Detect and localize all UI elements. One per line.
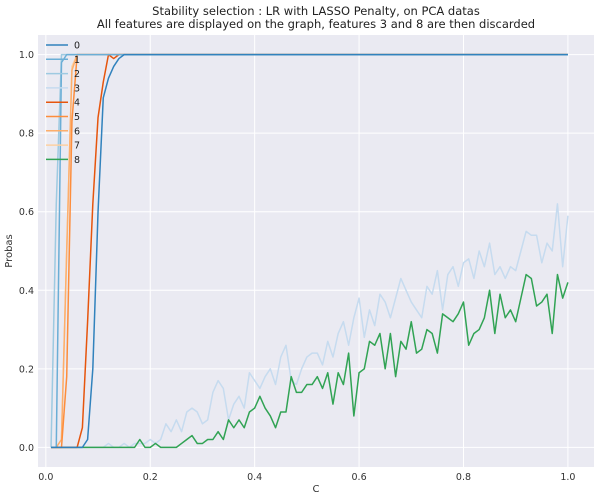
plot-area <box>38 35 594 467</box>
legend-label-4: 4 <box>74 98 80 109</box>
legend-label-7: 7 <box>74 141 80 152</box>
x-axis-ticks: 0.0 0.2 0.4 0.6 0.8 1.0 <box>38 472 575 483</box>
chart-subtitle: All features are displayed on the graph,… <box>97 17 535 31</box>
x-tick-label: 0.2 <box>143 472 158 483</box>
y-tick-label: 0.4 <box>19 286 34 297</box>
x-tick-label: 0.6 <box>352 472 367 483</box>
series-line-0 <box>51 53 568 449</box>
x-tick-label: 0.0 <box>38 472 53 483</box>
legend-label-0: 0 <box>74 41 80 52</box>
series-lines <box>50 53 569 449</box>
y-tick-label: 0.6 <box>19 207 34 218</box>
y-axis-label: Probas <box>4 234 15 268</box>
legend-label-2: 2 <box>74 69 80 80</box>
chart-title: Stability selection : LR with LASSO Pena… <box>152 4 480 18</box>
y-tick-label: 0.2 <box>19 364 34 375</box>
legend-label-1: 1 <box>74 55 80 66</box>
y-tick-label: 0.0 <box>19 443 34 454</box>
y-tick-label: 1.0 <box>19 50 34 61</box>
x-tick-label: 0.4 <box>247 472 262 483</box>
legend-label-5: 5 <box>74 112 80 123</box>
series-line-8 <box>51 273 569 449</box>
y-axis-ticks: 0.0 0.2 0.4 0.6 0.8 1.0 <box>19 50 34 454</box>
legend: 0 1 2 3 4 5 6 7 8 <box>46 41 80 166</box>
x-tick-label: 0.8 <box>456 472 471 483</box>
series-line-4 <box>51 53 568 449</box>
x-tick-label: 1.0 <box>560 472 575 483</box>
legend-label-8: 8 <box>74 155 80 166</box>
y-tick-label: 0.8 <box>19 129 34 140</box>
legend-label-3: 3 <box>74 83 80 94</box>
legend-label-6: 6 <box>74 126 80 137</box>
x-axis-label: C <box>313 484 320 495</box>
